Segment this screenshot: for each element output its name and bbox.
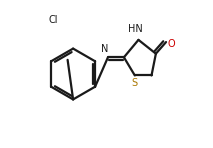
Text: Cl: Cl <box>49 15 58 25</box>
Text: N: N <box>101 44 109 54</box>
Text: HN: HN <box>128 24 143 34</box>
Text: S: S <box>131 78 137 88</box>
Text: O: O <box>167 38 175 49</box>
